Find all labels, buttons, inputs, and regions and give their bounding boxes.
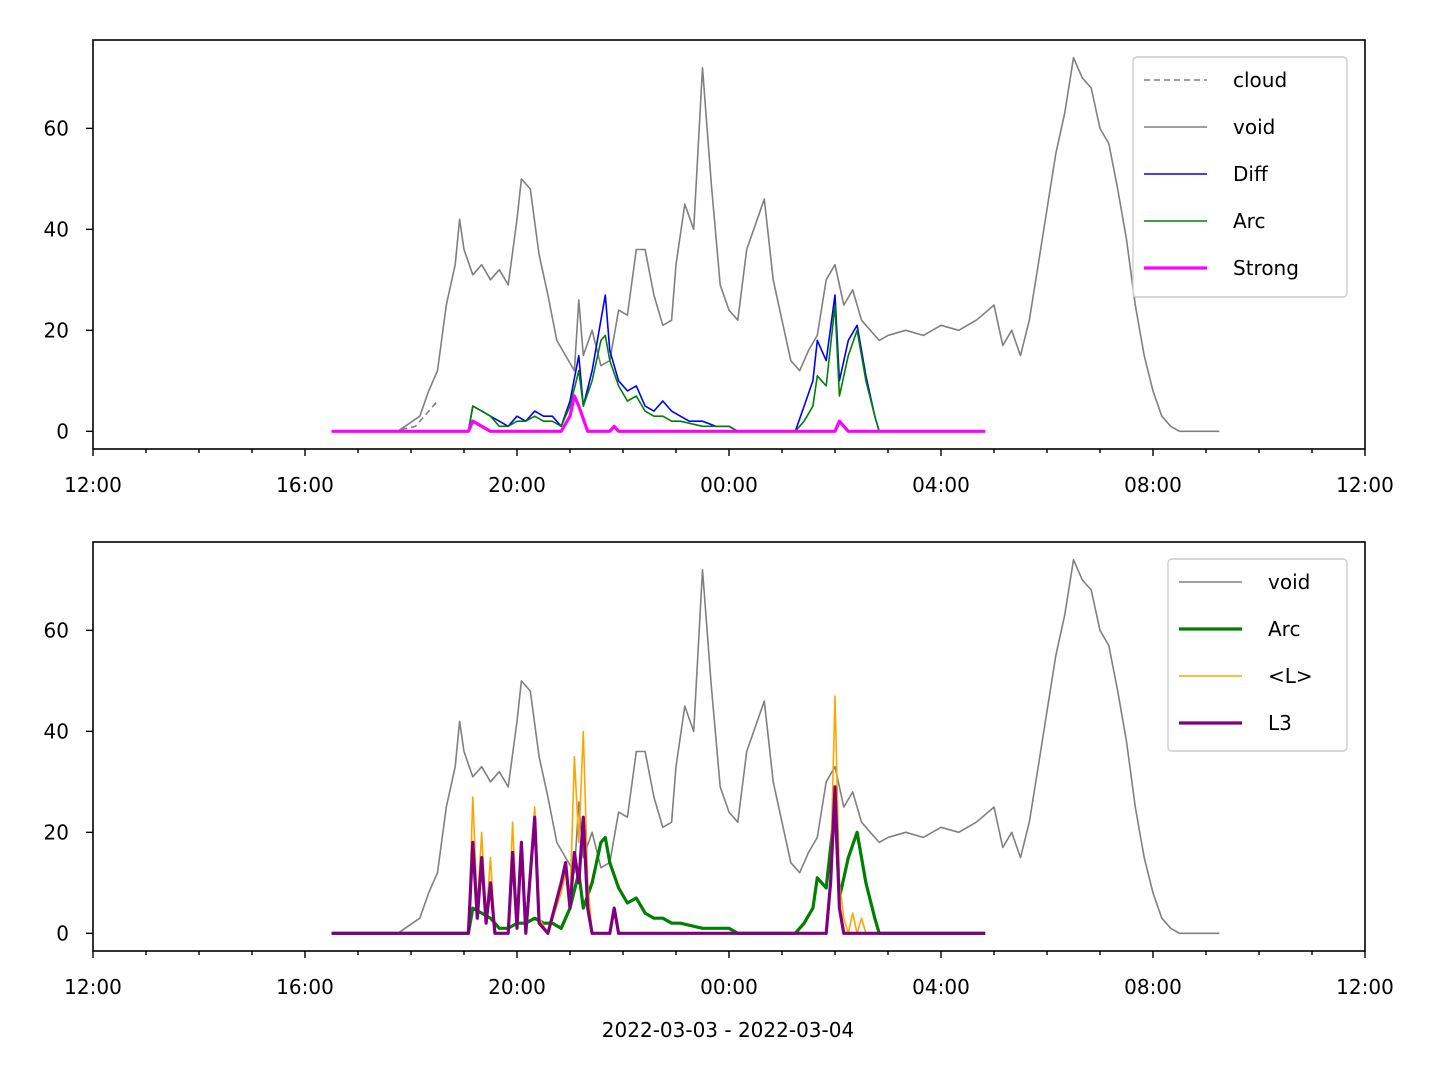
x-tick-label: 12:00: [1336, 975, 1394, 999]
x-tick-label: 08:00: [1124, 473, 1182, 497]
x-tick-label: 04:00: [912, 975, 970, 999]
x-tick-label: 04:00: [912, 473, 970, 497]
y-tick-label: 40: [44, 719, 69, 743]
x-tick-label: 16:00: [276, 975, 334, 999]
series-line-Arc: [331, 304, 986, 433]
y-tick-label: 40: [44, 217, 69, 241]
y-tick-label: 20: [44, 318, 69, 342]
top-legend: cloud void Diff Arc Strong: [1132, 56, 1348, 298]
legend-label: cloud: [1233, 68, 1287, 92]
top-panel: 12:00 16:00 20:00 00:00 04:00 08:00 12:00 0 20 4…: [44, 39, 1394, 497]
x-tick-label: 12:00: [64, 975, 122, 999]
y-tick-label: 60: [44, 618, 69, 642]
x-tick-label: 00:00: [700, 473, 758, 497]
legend-label: <L>: [1268, 664, 1313, 688]
bottom-legend: void Arc <L> L3: [1167, 558, 1348, 752]
legend-label: Strong: [1233, 256, 1299, 280]
series-line-Diff: [331, 294, 986, 433]
legend-label: Arc: [1233, 209, 1265, 233]
legend-label: L3: [1268, 711, 1292, 735]
x-tick-label: 00:00: [700, 975, 758, 999]
series-line-LL: [331, 695, 986, 935]
legend-box: [1132, 56, 1348, 298]
bottom-panel: 12:00 16:00 20:00 00:00 04:00 08:00 12:00 0 20 4…: [44, 541, 1394, 999]
legend-label: Diff: [1233, 162, 1269, 186]
x-tick-label: 12:00: [1336, 473, 1394, 497]
x-axis-label: 2022-03-03 - 2022-03-04: [602, 1018, 854, 1042]
x-tick-label: 12:00: [64, 473, 122, 497]
y-tick-label: 60: [44, 116, 69, 140]
series-line-Strong: [331, 394, 986, 433]
y-tick-label: 0: [56, 921, 69, 945]
y-tick-label: 0: [56, 419, 69, 443]
series-line-void: [331, 558, 1220, 935]
series-line-L3: [331, 785, 986, 935]
legend-label: void: [1233, 115, 1275, 139]
x-tick-label: 20:00: [488, 473, 546, 497]
legend-label: void: [1268, 570, 1310, 594]
series-line-void: [331, 56, 1220, 433]
legend-box: [1167, 558, 1348, 752]
x-tick-label: 08:00: [1124, 975, 1182, 999]
legend-label: Arc: [1268, 617, 1300, 641]
x-tick-label: 16:00: [276, 473, 334, 497]
x-tick-label: 20:00: [488, 975, 546, 999]
y-tick-label: 20: [44, 820, 69, 844]
